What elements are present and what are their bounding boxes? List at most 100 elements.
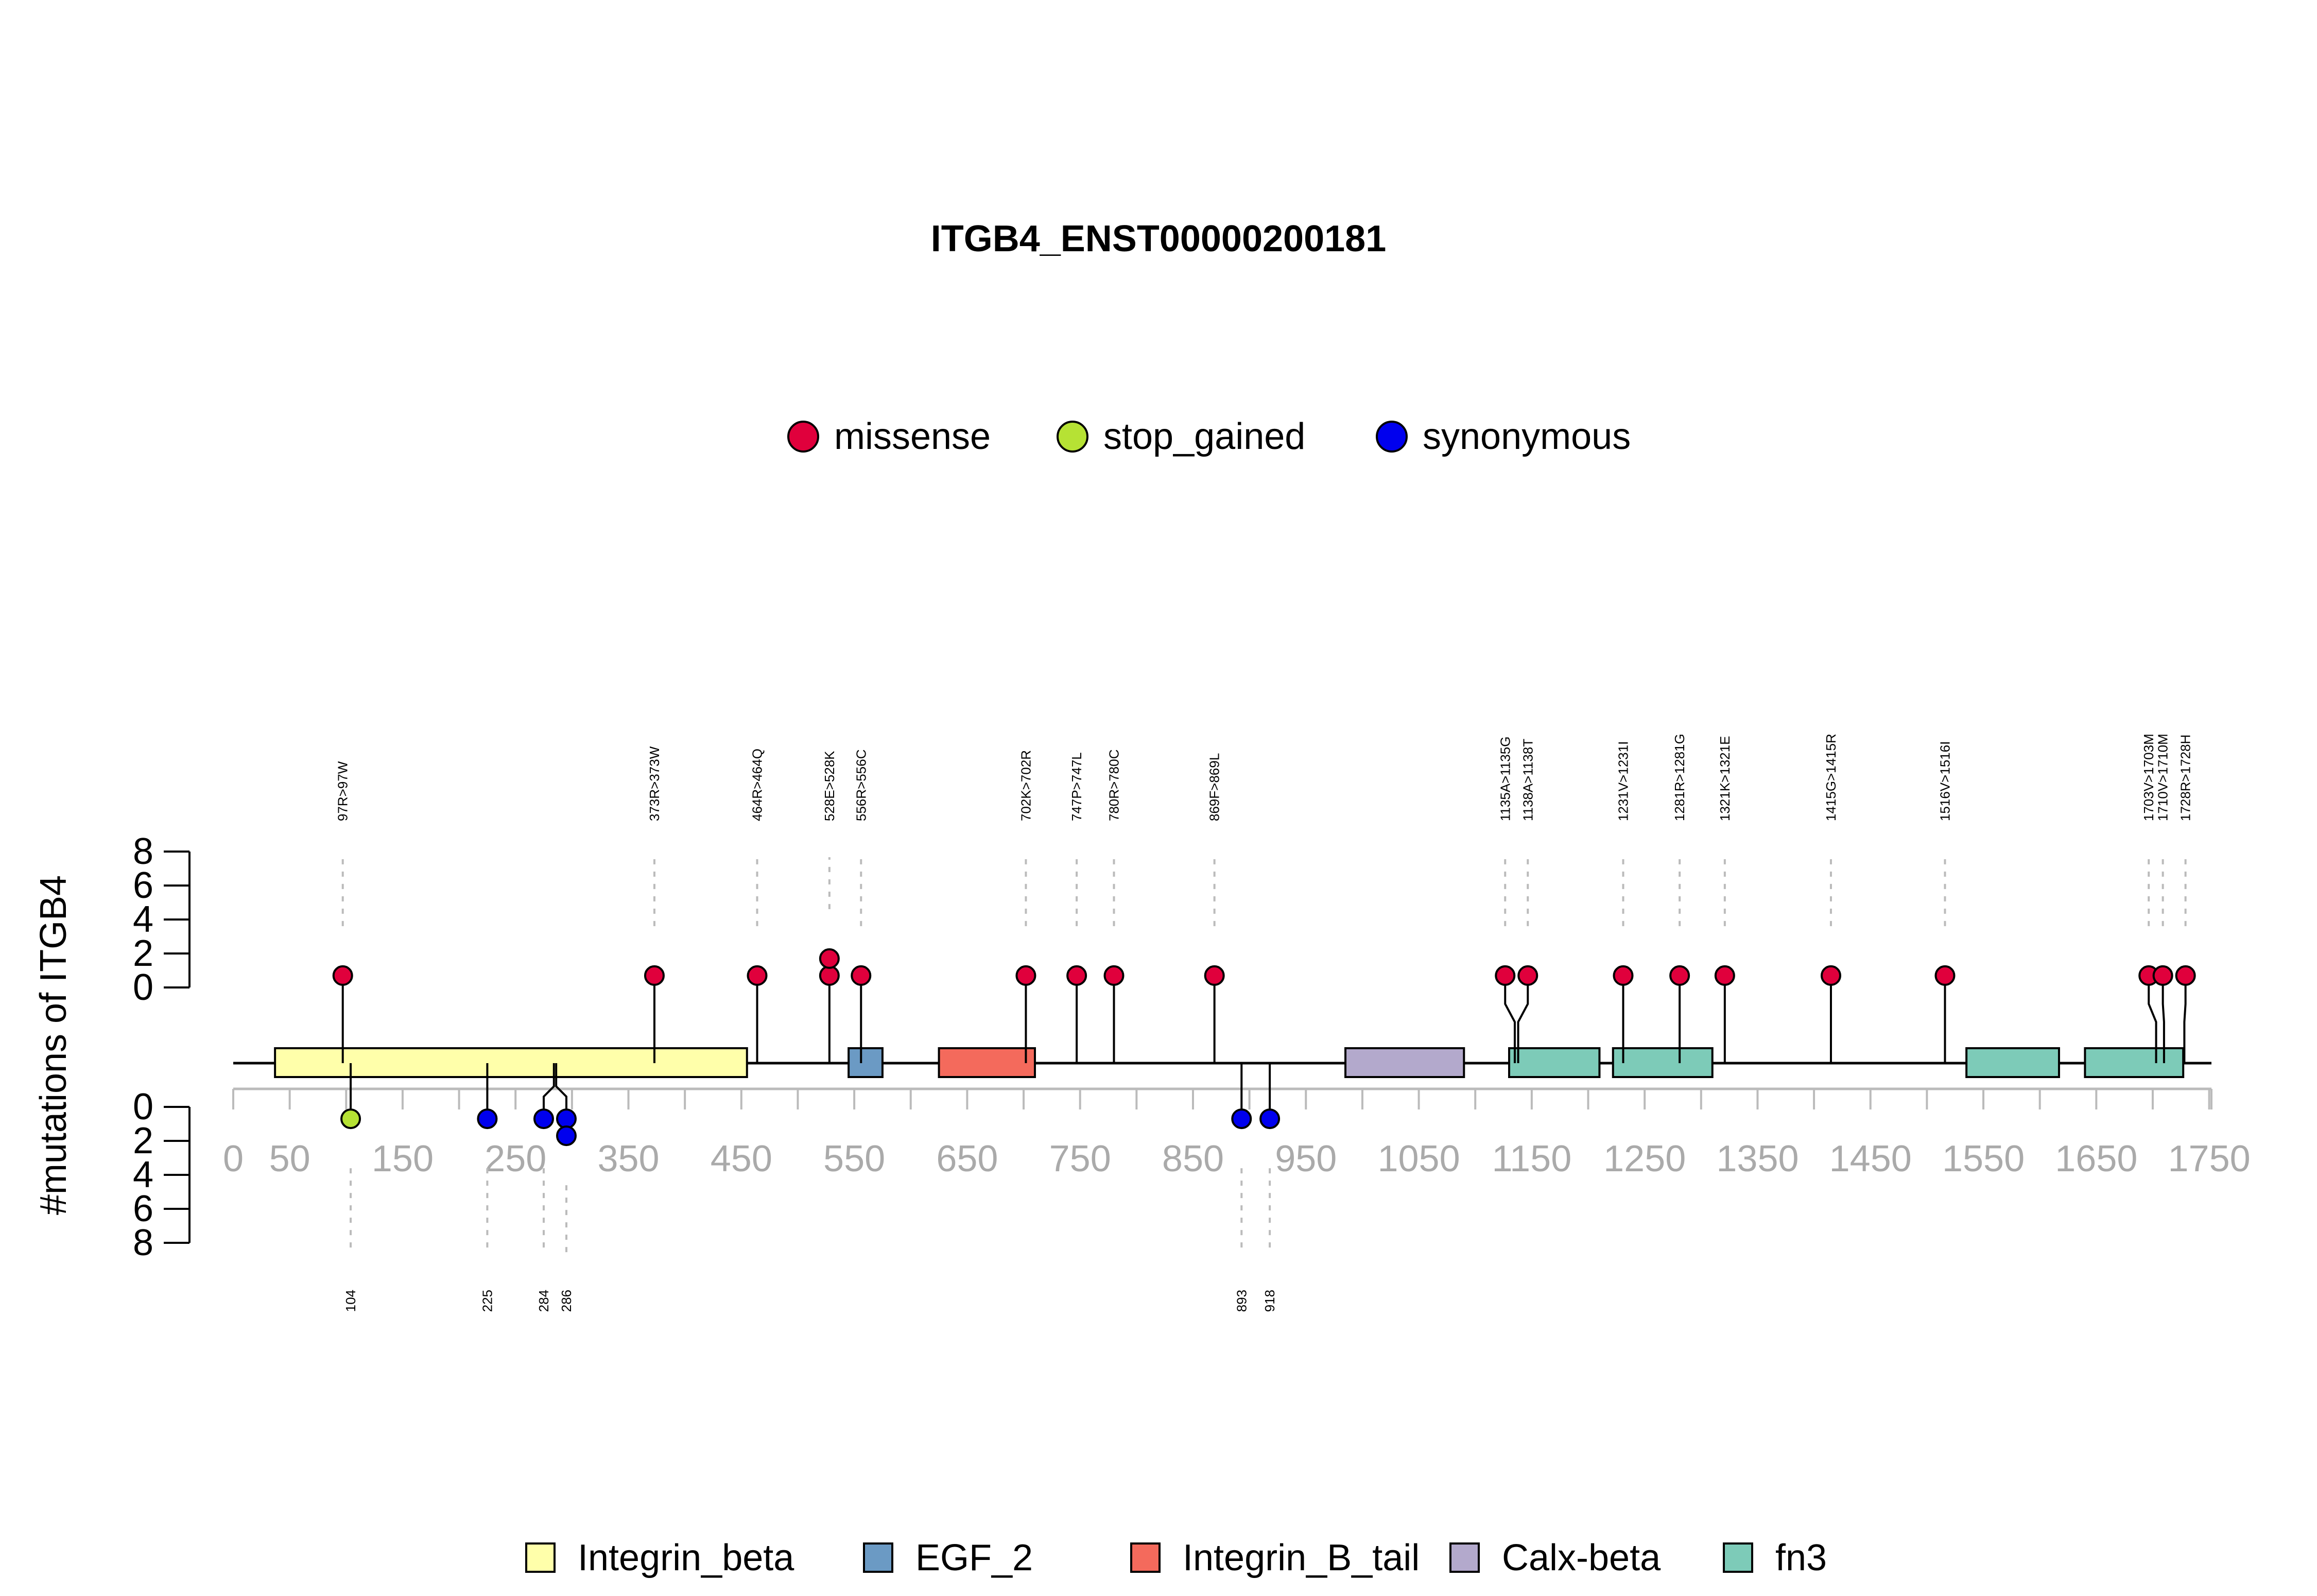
domain-fn3 <box>1612 1047 1714 1078</box>
y-tick-label-lower: 2 <box>133 1120 153 1161</box>
mutation-label: 104 <box>343 1290 358 1312</box>
x-tick-label: 450 <box>711 1138 772 1179</box>
x-tick-label: 1350 <box>1716 1138 1799 1179</box>
mutation-label: 1135A>1135G <box>1497 736 1513 821</box>
legend-label-missense: missense <box>834 416 991 457</box>
lollipop-dot-synonymous <box>1259 1108 1281 1130</box>
legend-label-synonymous: synonymous <box>1423 416 1631 457</box>
lollipop-dot-missense <box>1714 965 1735 986</box>
lollipop-dot-missense <box>1204 965 1225 986</box>
lollipop-dot-missense <box>1613 965 1634 986</box>
x-tick-label: 350 <box>597 1138 659 1179</box>
legend-marker-missense <box>787 421 819 453</box>
domain-legend-label-EGF_2: EGF_2 <box>915 1537 1033 1578</box>
x-tick-label: 750 <box>1049 1138 1111 1179</box>
mutation-label: 869F>869L <box>1207 753 1222 821</box>
x-tick-label: 1150 <box>1492 1138 1571 1179</box>
domain-legend-label-Integrin_beta: Integrin_beta <box>578 1537 794 1578</box>
mutation-label: 747P>747L <box>1069 752 1084 821</box>
domain-legend: Integrin_beta EGF_2 Integrin_B_tail Calx-be… <box>525 1537 1827 1578</box>
lollipop-stem <box>1504 975 1516 1063</box>
domain-Integrin_B_tail <box>938 1047 1036 1078</box>
mutation-label: 528E>528K <box>822 751 837 821</box>
mutation-label: 893 <box>1234 1290 1249 1312</box>
x-tick-label: 250 <box>485 1138 546 1179</box>
mutation-label: 1231V>1231I <box>1615 741 1631 821</box>
lollipop-dot-missense <box>1103 965 1125 986</box>
lollipop-stem <box>542 1063 555 1119</box>
mutation-label: 1138A>1138T <box>1520 739 1535 821</box>
lollipop-dot-missense <box>1934 965 1956 986</box>
lollipop-dot-missense <box>2175 965 2196 986</box>
legend-marker-stop_gained <box>1057 421 1088 453</box>
upper-lollipops: 97R>97W 373R>373W 464R>464Q 528E>528K 556R>5… <box>332 734 2196 1063</box>
x-tick-label: 850 <box>1162 1138 1224 1179</box>
x-axis: 0 50 150 250 350 450 550 650 750 850 950 1050 1150 12… <box>223 1087 2251 1179</box>
lollipop-dot-missense <box>1669 965 1690 986</box>
mutation-label: 918 <box>1262 1290 1277 1312</box>
mutation-label: 1321K>1321E <box>1717 736 1733 821</box>
x-tick-label: 550 <box>823 1138 885 1179</box>
domain-legend-swatch-Calx-beta <box>1449 1542 1480 1573</box>
y-tick-label-upper: 6 <box>133 865 153 906</box>
mutation-label: 284 <box>536 1290 551 1312</box>
mutation-label: 373R>373W <box>647 746 662 821</box>
lollipop-dot-synonymous <box>477 1108 498 1130</box>
x-tick-label: 1250 <box>1603 1138 1686 1179</box>
lollipop-stem <box>2162 975 2165 1063</box>
x-tick-label: 950 <box>1275 1138 1337 1179</box>
domain-legend-swatch-EGF_2 <box>863 1542 893 1573</box>
lollipop-dot-missense <box>332 965 353 986</box>
lollipop-dot-missense <box>819 948 840 969</box>
mutation-label: 702K>702R <box>1018 750 1033 821</box>
x-tick-label: 1450 <box>1829 1138 1912 1179</box>
mutation-label: 1703V>1703M <box>2141 734 2156 821</box>
lollipop-dot-synonymous <box>533 1108 554 1130</box>
mutation-label: 1415G>1415R <box>1823 734 1839 821</box>
lower-lollipops: 104 225 284 286 893 918 <box>340 1063 1281 1312</box>
domain-Calx-beta <box>1344 1047 1465 1078</box>
lollipop-dot-synonymous <box>1231 1108 1252 1130</box>
mutation-label: 1281R>1281G <box>1672 734 1687 821</box>
lollipop-dot-missense <box>1820 965 1841 986</box>
mutation-legend: missense stop_gained synonymous <box>787 416 1631 457</box>
domain-legend-swatch-Integrin_beta <box>525 1542 556 1573</box>
lollipop-dot-missense <box>1517 965 1538 986</box>
y-tick-label-lower: 6 <box>133 1188 153 1229</box>
y-tick-label-upper: 2 <box>133 933 153 974</box>
mutation-label: 97R>97W <box>335 761 351 821</box>
domain-legend-swatch-Integrin_B_tail <box>1130 1542 1161 1573</box>
y-tick-label-upper: 0 <box>133 967 153 1008</box>
mutation-label: 1728R>1728H <box>2178 735 2193 821</box>
y-tick-label-upper: 4 <box>133 899 153 940</box>
domain-legend-label-fn3: fn3 <box>1775 1537 1827 1578</box>
x-tick-label: 1650 <box>2055 1138 2137 1179</box>
mutation-label: 780R>780C <box>1106 750 1121 822</box>
domain-EGF_2 <box>848 1047 884 1078</box>
domain-fn3 <box>1508 1047 1601 1078</box>
chart-title: ITGB4_ENST00000200181 <box>931 218 1387 259</box>
x-tick-label: 1050 <box>1377 1138 1460 1179</box>
lollipop-stem <box>555 1063 567 1119</box>
lollipop-stem <box>1517 975 1529 1063</box>
lollipop-dot-missense <box>1015 965 1036 986</box>
legend-marker-synonymous <box>1376 421 1408 453</box>
lollipop-dot-synonymous <box>556 1108 577 1130</box>
lollipop-dot-missense <box>2152 965 2173 986</box>
lollipop-dot-missense <box>1495 965 1516 986</box>
lollipop-dot-missense <box>747 965 768 986</box>
lollipop-dot-stop_gained <box>340 1108 361 1130</box>
legend-label-stop_gained: stop_gained <box>1103 416 1305 457</box>
x-tick-label: 50 <box>269 1138 310 1179</box>
domain-track <box>274 1047 2185 1078</box>
y-tick-label-lower: 4 <box>133 1154 153 1195</box>
lollipop-stem <box>2148 975 2157 1063</box>
lollipop-dot-synonymous <box>556 1125 577 1147</box>
y-tick-label-upper: 8 <box>133 831 153 872</box>
domain-Integrin_beta <box>274 1047 748 1078</box>
y-tick-label-lower: 0 <box>133 1086 153 1127</box>
lollipop-dot-missense <box>851 965 872 986</box>
